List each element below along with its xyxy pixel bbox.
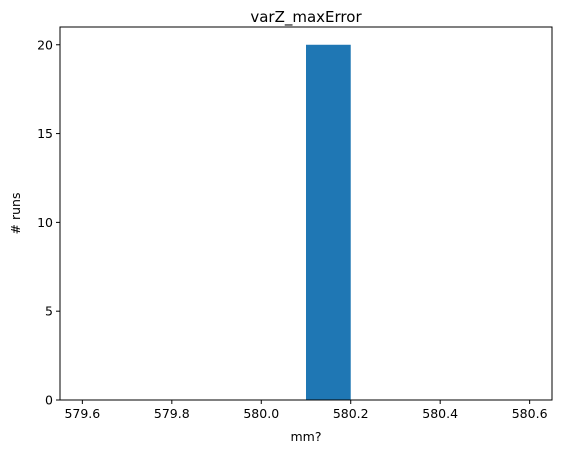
histogram-bar-0 [306,44,351,401]
y-tick-label: 5 [45,304,53,319]
chart-title: varZ_maxError [250,8,362,27]
x-tick-label: 580.2 [333,406,369,421]
x-tick-label: 580.6 [512,406,548,421]
y-tick-label: 15 [37,126,53,141]
bars-layer [306,44,351,401]
y-axis-label: # runs [8,193,23,235]
plot-frame [59,26,553,401]
x-tick-label: 580.4 [422,406,458,421]
x-axis-label: mm? [291,429,322,444]
x-axis: 579.6 579.8 580.0 580.2 580.4 580.6 [64,400,548,421]
y-axis: 0 5 10 15 20 [37,37,60,408]
x-tick-label: 580.0 [243,406,279,421]
x-tick-label: 579.6 [64,406,100,421]
y-tick-label: 10 [37,215,53,230]
x-tick-label: 579.8 [154,406,190,421]
y-tick-label: 20 [37,37,53,52]
y-tick-label: 0 [45,393,53,408]
